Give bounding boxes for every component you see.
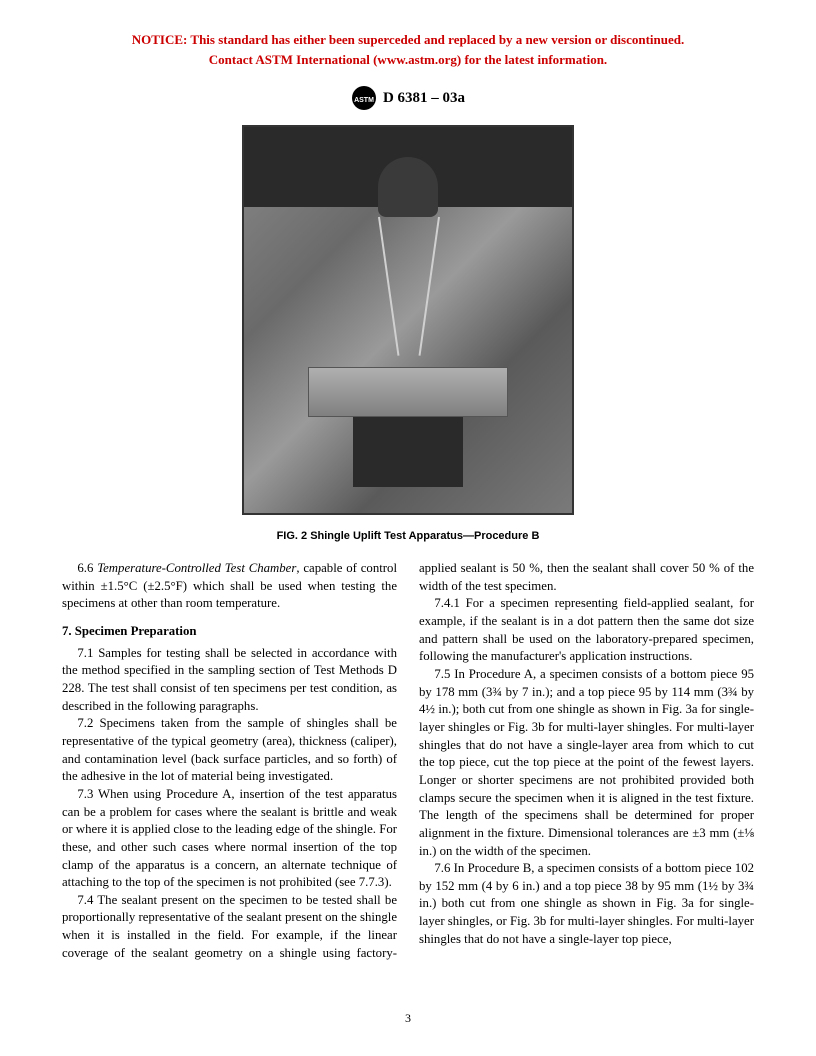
notice-line2: Contact ASTM International (www.astm.org… [209,52,607,67]
para-7-2: 7.2 Specimens taken from the sample of s… [62,715,397,786]
figure-image [242,125,574,515]
figure-container: FIG. 2 Shingle Uplift Test Apparatus—Pro… [62,125,754,542]
notice-line1: NOTICE: This standard has either been su… [132,32,684,47]
page-number: 3 [405,1011,411,1026]
section-7-heading: 7. Specimen Preparation [62,623,397,641]
para-7-4-1: 7.4.1 For a specimen representing field-… [419,595,754,666]
para-6-6: 6.6 Temperature-Controlled Test Chamber,… [62,560,397,613]
document-header: ASTM D 6381 – 03a [62,85,754,111]
para-7-1: 7.1 Samples for testing shall be selecte… [62,645,397,716]
svg-text:ASTM: ASTM [354,97,374,104]
body-columns: 6.6 Temperature-Controlled Test Chamber,… [62,560,754,962]
para-7-3: 7.3 When using Procedure A, insertion of… [62,786,397,892]
para-7-5: 7.5 In Procedure A, a specimen consists … [419,666,754,860]
astm-logo-icon: ASTM [351,85,377,111]
notice-banner: NOTICE: This standard has either been su… [62,30,754,69]
para-7-6: 7.6 In Procedure B, a specimen consists … [419,860,754,948]
figure-caption: FIG. 2 Shingle Uplift Test Apparatus—Pro… [62,530,754,542]
designation-text: D 6381 – 03a [383,90,465,107]
